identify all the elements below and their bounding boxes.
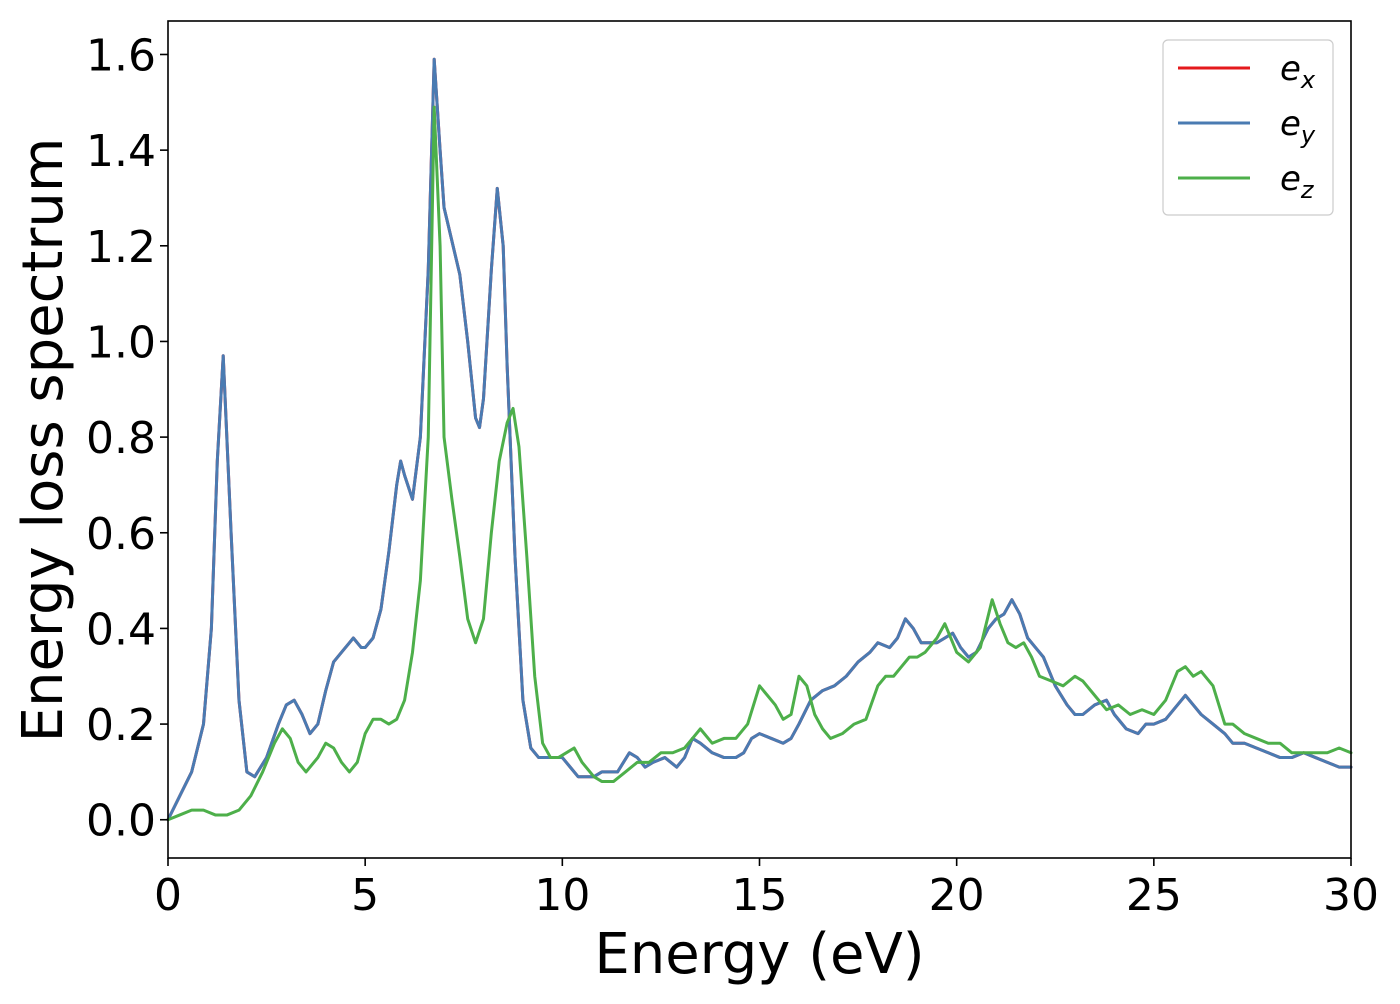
y-tick-label: 0.2 bbox=[86, 700, 156, 751]
x-tick-label: 0 bbox=[154, 870, 182, 921]
x-tick-label: 20 bbox=[929, 870, 985, 921]
series-line-z bbox=[166, 105, 1353, 822]
y-tick-label: 1.0 bbox=[86, 317, 156, 368]
legend-label-base: e bbox=[1280, 104, 1301, 144]
x-tick-label: 5 bbox=[351, 870, 379, 921]
y-tick-label: 0.8 bbox=[86, 413, 156, 464]
x-tick-label: 25 bbox=[1126, 870, 1182, 921]
legend-label-z: ez bbox=[1280, 159, 1315, 204]
series-layer bbox=[166, 57, 1353, 822]
legend-label-y: ey bbox=[1280, 104, 1316, 149]
y-tick-label: 0.0 bbox=[86, 796, 156, 847]
x-tick-label: 15 bbox=[732, 870, 788, 921]
legend-label-x: ex bbox=[1280, 49, 1316, 94]
legend-label-base: e bbox=[1280, 159, 1301, 199]
y-tick-label: 0.4 bbox=[86, 604, 156, 655]
x-tick-label: 10 bbox=[534, 870, 590, 921]
y-axis-ticks: 0.0 0.2 0.4 0.6 0.8 1.0 1.2 1.4 1.6 bbox=[86, 30, 168, 847]
legend-label-base: e bbox=[1280, 49, 1301, 89]
y-tick-label: 1.2 bbox=[86, 222, 156, 273]
legend-label-subscript: z bbox=[1300, 176, 1315, 204]
y-axis-label: Energy loss spectrum bbox=[11, 138, 76, 743]
y-tick-label: 1.4 bbox=[86, 126, 156, 177]
x-axis-label: Energy (eV) bbox=[594, 922, 924, 987]
y-tick-label: 1.6 bbox=[86, 30, 156, 81]
x-tick-label: 30 bbox=[1323, 870, 1379, 921]
y-tick-label: 0.6 bbox=[86, 509, 156, 560]
legend-box bbox=[1162, 39, 1334, 216]
legend-label-subscript: x bbox=[1300, 66, 1316, 94]
x-axis-ticks: 0 5 10 15 20 25 30 bbox=[154, 858, 1379, 921]
legend-label-subscript: y bbox=[1300, 121, 1316, 149]
